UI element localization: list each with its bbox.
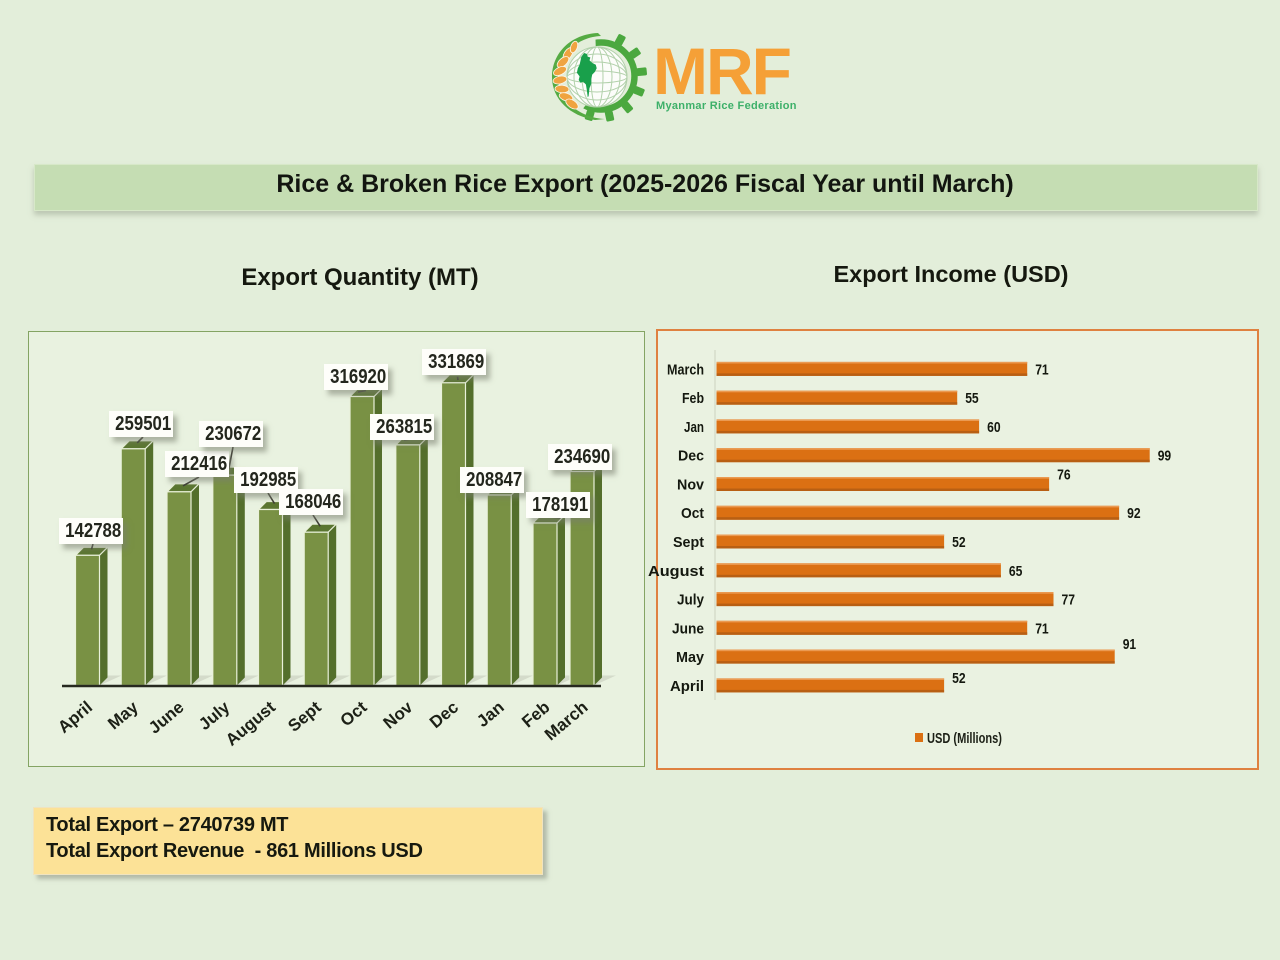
svg-text:June: June <box>672 621 704 637</box>
svg-text:June: June <box>145 698 188 738</box>
svg-text:July: July <box>195 697 234 734</box>
svg-text:71: 71 <box>1035 361 1049 378</box>
svg-text:Oct: Oct <box>337 697 371 730</box>
svg-text:60: 60 <box>987 419 1001 436</box>
svg-text:May: May <box>104 697 142 733</box>
svg-text:Jan: Jan <box>473 698 508 731</box>
svg-text:USD (Millions): USD (Millions) <box>927 731 1002 747</box>
svg-text:Sept: Sept <box>673 535 704 551</box>
svg-text:Oct: Oct <box>681 506 704 522</box>
svg-text:Dec: Dec <box>678 449 704 465</box>
svg-text:55: 55 <box>965 390 979 407</box>
svg-text:April: April <box>670 679 704 695</box>
svg-text:April: April <box>54 698 96 737</box>
svg-text:July: July <box>677 593 705 609</box>
svg-text:91: 91 <box>1123 636 1137 653</box>
svg-text:99: 99 <box>1158 448 1172 465</box>
svg-text:65: 65 <box>1009 563 1023 580</box>
svg-text:Jan: Jan <box>684 420 704 436</box>
svg-text:92: 92 <box>1127 505 1141 522</box>
svg-text:76: 76 <box>1057 467 1071 484</box>
svg-text:Sept: Sept <box>284 697 325 735</box>
svg-text:Feb: Feb <box>682 391 704 407</box>
svg-text:71: 71 <box>1035 620 1049 637</box>
svg-text:Nov: Nov <box>677 478 705 494</box>
svg-text:August: August <box>222 697 279 749</box>
svg-text:52: 52 <box>952 534 966 551</box>
svg-text:77: 77 <box>1062 592 1076 609</box>
svg-text:Nov: Nov <box>380 697 417 733</box>
svg-text:May: May <box>676 650 705 666</box>
svg-text:52: 52 <box>952 670 966 687</box>
svg-text:March: March <box>541 698 592 745</box>
svg-text:Dec: Dec <box>426 698 462 733</box>
svg-text:August: August <box>648 564 704 580</box>
svg-text:March: March <box>667 362 704 378</box>
